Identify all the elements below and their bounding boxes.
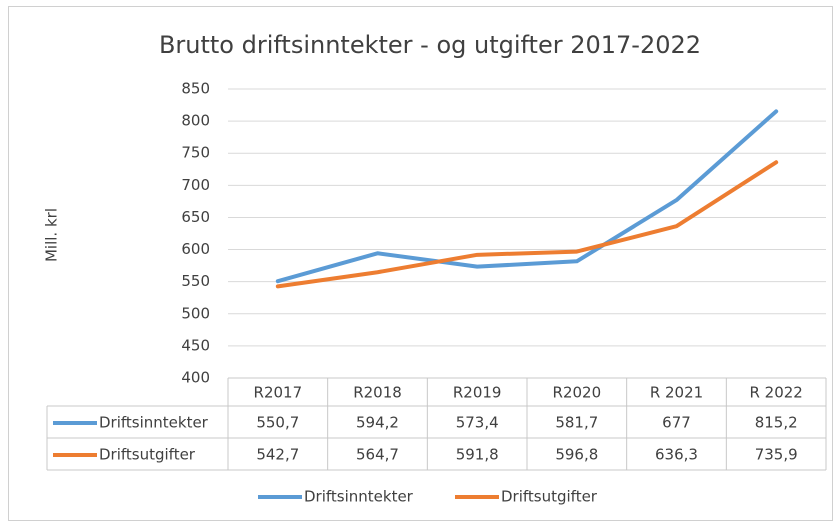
table-value: 735,9 [755, 446, 798, 464]
table-value: 581,7 [555, 414, 598, 432]
y-tick-label: 550 [181, 272, 210, 290]
y-tick-label: 400 [181, 369, 210, 387]
x-tick-label: R 2021 [650, 384, 703, 402]
y-tick-label: 750 [181, 144, 210, 162]
series-line [275, 160, 779, 289]
table-value: 564,7 [356, 446, 399, 464]
y-axis-label: Mill. krl [43, 208, 61, 262]
x-tick-label: R2018 [353, 384, 402, 402]
x-tick-label: R2017 [254, 384, 303, 402]
table-value: 591,8 [456, 446, 499, 464]
y-tick-label: 650 [181, 208, 210, 226]
series-line [275, 109, 779, 284]
y-tick-label: 800 [181, 112, 210, 130]
legend-label: Driftsinntekter [304, 488, 414, 506]
legend-label: Driftsutgifter [501, 488, 598, 506]
y-tick-label: 700 [181, 176, 210, 194]
table-value: 542,7 [256, 446, 299, 464]
y-tick-label: 450 [181, 336, 210, 354]
y-tick-label: 850 [181, 80, 210, 98]
table-value: 677 [662, 414, 691, 432]
table-series-name: Driftsutgifter [99, 446, 196, 464]
table-value: 815,2 [755, 414, 798, 432]
table-value: 596,8 [555, 446, 598, 464]
x-tick-label: R2020 [553, 384, 602, 402]
x-tick-label: R2019 [453, 384, 502, 402]
chart-title: Brutto driftsinntekter - og utgifter 201… [159, 31, 701, 59]
y-tick-label: 600 [181, 240, 210, 258]
table-value: 594,2 [356, 414, 399, 432]
table-value: 573,4 [456, 414, 499, 432]
table-value: 550,7 [256, 414, 299, 432]
table-series-name: Driftsinntekter [99, 414, 209, 432]
x-tick-label: R 2022 [749, 384, 802, 402]
y-tick-label: 500 [181, 304, 210, 322]
table-value: 636,3 [655, 446, 698, 464]
